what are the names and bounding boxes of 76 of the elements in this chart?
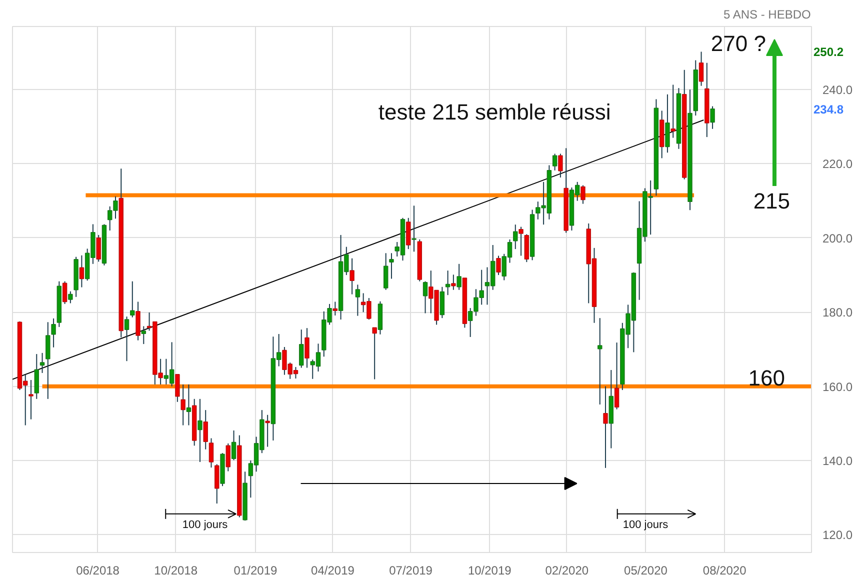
y-tick-label: 180.0 — [822, 306, 853, 320]
candlestick — [28, 380, 34, 420]
x-tick-label: 06/2018 — [76, 564, 120, 578]
y-tick-label: 220.0 — [822, 157, 853, 172]
candlestick — [265, 414, 270, 448]
y-tick-label: 200.0 — [822, 231, 853, 246]
x-tick-label: 01/2019 — [234, 564, 278, 578]
x-tick-label: 10/2019 — [468, 564, 512, 578]
candlestick — [332, 301, 338, 316]
candlestick — [665, 94, 670, 154]
candlestick — [141, 326, 146, 345]
x-tick-label: 08/2020 — [702, 564, 747, 578]
x-tick-label: 07/2019 — [389, 564, 433, 578]
candlestick — [445, 270, 450, 296]
y-tick-label: 120.0 — [822, 528, 853, 542]
candlestick — [598, 318, 602, 405]
candlestick — [422, 280, 428, 314]
candlestick — [130, 280, 135, 318]
candlestick — [79, 254, 84, 288]
text: 234.8 — [814, 102, 844, 116]
candlestick — [440, 286, 445, 319]
candlestick — [614, 342, 620, 410]
candlestick — [518, 226, 524, 256]
candlestick — [231, 430, 236, 461]
annotation: 270 ? — [710, 31, 766, 56]
annotation: teste 215 semble réussi — [378, 100, 611, 125]
candlestick — [513, 224, 518, 250]
candlestick — [214, 464, 220, 504]
y-tick-label: 240.0 — [822, 83, 853, 98]
candlestick — [558, 153, 563, 178]
candlestick — [175, 374, 180, 402]
candlestick — [406, 217, 411, 250]
candlestick — [710, 106, 715, 130]
candlestick — [180, 384, 186, 426]
candlestick — [68, 290, 73, 304]
annotation: 215 — [753, 188, 790, 214]
candlestick — [603, 386, 608, 468]
x-tick-label: 04/2019 — [311, 564, 355, 578]
candlestick — [383, 252, 388, 290]
candlestick — [51, 318, 56, 348]
candlestick — [552, 153, 558, 171]
candlestick — [226, 442, 231, 472]
candlestick — [298, 329, 304, 368]
x-tick-label: 10/2018 — [154, 564, 198, 578]
candlestick — [208, 438, 214, 468]
candlestick — [350, 258, 354, 295]
candlestick — [670, 84, 676, 138]
annotation: 160 — [748, 365, 785, 390]
chart-subtitle: 5 ANS - HEBDO — [723, 8, 811, 22]
candlestick — [203, 410, 208, 450]
candlestick — [198, 398, 202, 462]
candlestick — [40, 352, 45, 374]
candlestick — [96, 234, 101, 262]
candlestick — [372, 327, 377, 380]
candlestick — [389, 252, 394, 280]
annotation: 100 jours — [182, 519, 228, 532]
candlestick — [124, 316, 130, 362]
candlestick — [34, 354, 40, 400]
candlestick — [580, 184, 586, 204]
annotation: 100 jours — [622, 519, 669, 532]
candlestick — [496, 255, 501, 276]
candlestick — [304, 328, 310, 368]
x-tick-label: 05/2020 — [624, 564, 668, 578]
candlestick — [186, 384, 192, 426]
y-tick-label: 160.0 — [822, 380, 853, 394]
candlestick — [412, 205, 416, 252]
candlestick — [524, 234, 530, 263]
candlestick — [355, 284, 360, 316]
y-tick-label: 140.0 — [822, 454, 853, 468]
candlestick — [451, 274, 456, 290]
candlestick — [62, 280, 68, 304]
x-tick-label: 02/2020 — [545, 564, 589, 578]
candlestick — [698, 51, 704, 86]
candlestick — [456, 263, 462, 290]
text: 250.2 — [814, 45, 844, 60]
candlestick — [46, 322, 50, 400]
